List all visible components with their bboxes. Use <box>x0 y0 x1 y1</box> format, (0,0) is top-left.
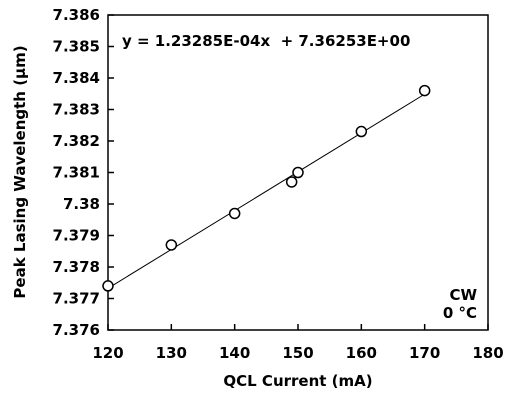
y-tick-label: 7.378 <box>53 258 100 276</box>
x-axis-label: QCL Current (mA) <box>223 372 372 390</box>
data-points <box>102 84 431 292</box>
data-point <box>102 280 114 292</box>
annotation-temperature: 0 °C <box>443 304 477 322</box>
x-tick-label: 120 <box>92 344 123 362</box>
x-axis-ticks: 120 130 140 150 160 170 180 <box>92 324 504 362</box>
data-point <box>418 84 431 97</box>
y-tick-label: 7.383 <box>53 101 100 119</box>
annotation-cw: CW <box>449 286 477 304</box>
x-tick-label: 180 <box>472 344 503 362</box>
x-tick-label: 150 <box>282 344 313 362</box>
x-tick-label: 160 <box>346 344 377 362</box>
trendline <box>107 93 425 289</box>
y-tick-label: 7.385 <box>53 38 100 56</box>
y-tick-label: 7.386 <box>53 6 100 24</box>
trendline-group <box>107 93 425 289</box>
y-axis-label: Peak Lasing Wavelength (µm) <box>11 45 29 298</box>
x-tick-label: 170 <box>409 344 440 362</box>
x-tick-label: 140 <box>219 344 250 362</box>
y-tick-label: 7.377 <box>53 290 100 308</box>
y-tick-label: 7.376 <box>53 321 100 339</box>
trendline-equation: y = 1.23285E-04x + 7.36253E+00 <box>122 32 410 50</box>
data-point <box>292 166 304 179</box>
y-axis-ticks: 7.376 7.377 7.378 7.379 7.38 7.381 7.382 7.383 7… <box>53 6 114 339</box>
y-tick-label: 7.381 <box>53 164 100 182</box>
y-tick-label: 7.379 <box>53 227 100 245</box>
y-tick-label: 7.384 <box>53 69 100 87</box>
y-tick-label: 7.38 <box>63 195 100 213</box>
x-tick-label: 130 <box>156 344 187 362</box>
data-point <box>285 176 298 188</box>
data-point <box>355 125 368 138</box>
y-tick-label: 7.382 <box>53 132 100 150</box>
data-point <box>165 239 178 251</box>
data-point <box>228 207 241 220</box>
